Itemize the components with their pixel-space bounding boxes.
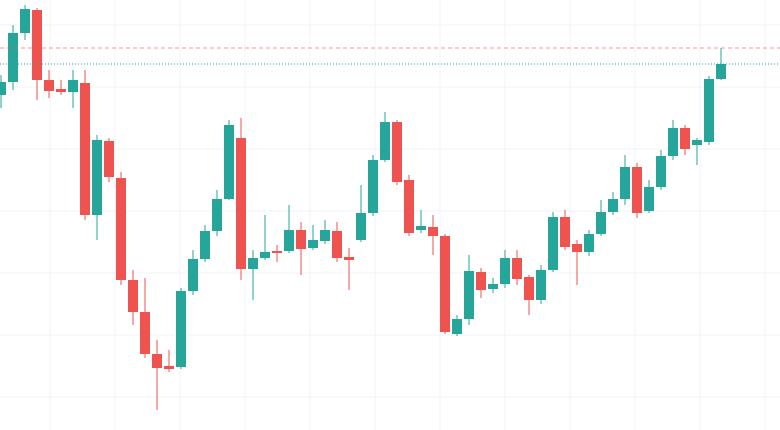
candle-body [476, 272, 486, 290]
candle-body [548, 217, 558, 270]
candle-body [56, 89, 66, 92]
candle-body [392, 122, 402, 182]
candle-body [704, 79, 714, 142]
candle-body [536, 270, 546, 300]
candle-body [224, 125, 234, 199]
candle-body [608, 199, 618, 212]
candle-body [320, 230, 330, 241]
candle-body [656, 156, 666, 187]
candle-body [500, 258, 510, 284]
candle-body [140, 312, 150, 354]
candle-body [572, 244, 582, 252]
candle-body [128, 280, 138, 312]
candle-body [452, 319, 462, 334]
candle-body [344, 257, 354, 260]
candle-body [92, 140, 102, 215]
candle-body [380, 122, 390, 160]
candle-body [416, 226, 426, 230]
candle-body [620, 167, 630, 199]
candle-body [260, 252, 270, 258]
candle-body [176, 291, 186, 367]
candle-body [296, 230, 306, 249]
candle-body [236, 138, 246, 269]
candle-body [560, 217, 570, 247]
candle-body [332, 231, 342, 258]
candle-body [356, 213, 366, 240]
candle-body [584, 234, 594, 252]
candle-body [440, 236, 450, 332]
candle-body [20, 9, 30, 33]
candle-body [428, 227, 438, 236]
candle-body [692, 140, 702, 145]
candle-body [284, 230, 294, 251]
candle-body [200, 231, 210, 259]
candle-body [368, 160, 378, 213]
candle-body [668, 128, 678, 156]
candle-body [116, 178, 126, 280]
candle-body [644, 187, 654, 211]
candle-body [104, 141, 114, 177]
candle-body [632, 167, 642, 213]
candle-body [464, 271, 474, 319]
candle-body [248, 258, 258, 269]
candle-body [524, 277, 534, 300]
candle-body [680, 128, 690, 149]
candle-body [188, 259, 198, 291]
candle-body [212, 199, 222, 231]
candle-body [0, 82, 6, 95]
candles [0, 5, 726, 410]
candle-body [152, 354, 162, 368]
candle-body [272, 251, 282, 253]
candle-body [596, 212, 606, 234]
candle-body [80, 83, 90, 215]
candle-body [308, 240, 318, 248]
candle-body [512, 258, 522, 279]
candle-body [716, 64, 726, 79]
candle-body [488, 284, 498, 289]
candle-body [32, 10, 42, 80]
candle-body [68, 80, 78, 92]
candle-body [404, 180, 414, 233]
candle-body [164, 366, 174, 369]
price-lines [0, 47, 780, 65]
candle-body [44, 80, 54, 91]
candle-body [8, 33, 18, 82]
